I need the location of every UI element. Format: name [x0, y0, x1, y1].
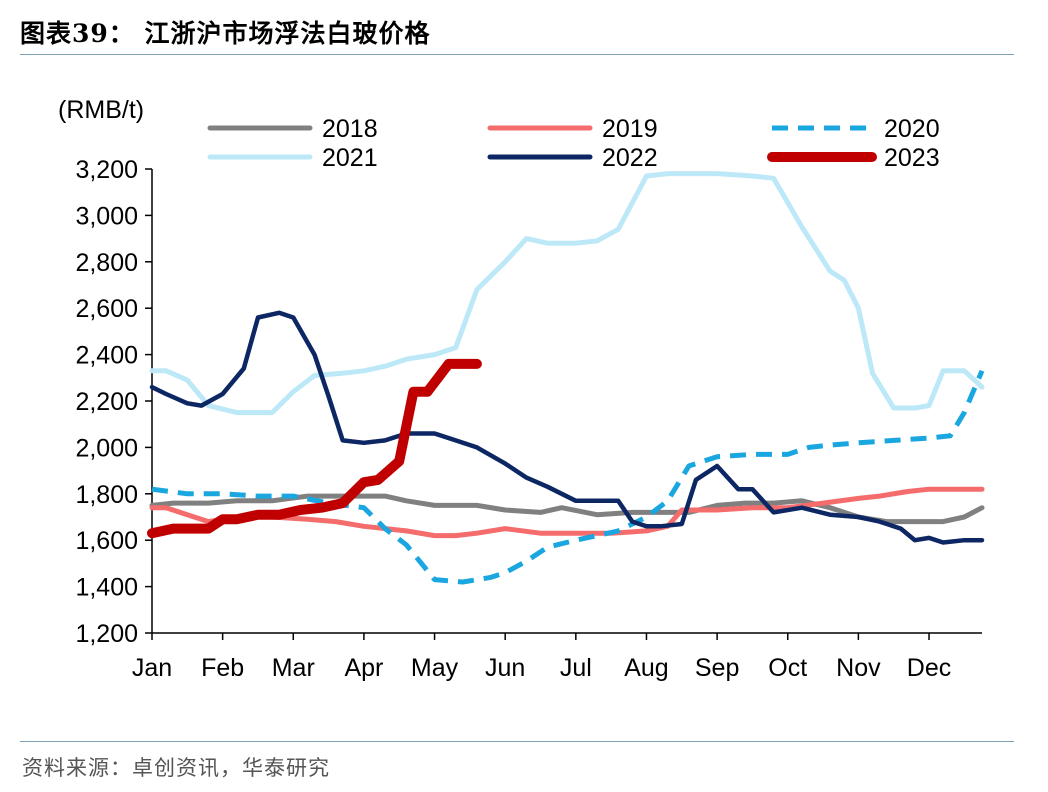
legend-label-2022: 2022	[602, 144, 658, 172]
x-tick-label: Sep	[695, 654, 739, 682]
legend-label-2021: 2021	[322, 144, 378, 172]
x-tick-label: Apr	[344, 654, 383, 682]
y-axis-label: (RMB/t)	[58, 96, 144, 124]
y-tick-label: 1,400	[75, 574, 138, 602]
x-tick-label: Jun	[485, 654, 525, 682]
x-tick-label: Oct	[768, 654, 807, 682]
x-tick-label: May	[411, 654, 459, 682]
x-tick-label: Feb	[201, 654, 244, 682]
x-tick-label: Aug	[624, 654, 668, 682]
y-tick-label: 1,800	[75, 481, 138, 509]
chart-legend: 2018 2019 2020 2021 2022 2023	[207, 115, 940, 172]
legend-label-2019: 2019	[602, 115, 658, 143]
y-tick-label: 2,600	[75, 295, 138, 323]
page-title: 图表39： 江浙沪市场浮法白玻价格	[20, 19, 431, 48]
x-tick-label: Jan	[132, 654, 172, 682]
x-tick-label: Nov	[836, 654, 881, 682]
series-line-2023	[147, 358, 482, 539]
series-line-2021	[149, 171, 985, 416]
legend-label-2020: 2020	[884, 115, 940, 143]
price-line-chart: 1,200 1,400 1,600 1,800 2,000 2,200 2,400 2,600…	[58, 96, 985, 682]
chart-axes: 1,200 1,400 1,600 1,800 2,000 2,200 2,400 2,600…	[75, 156, 982, 682]
y-tick-label: 2,200	[75, 388, 138, 416]
y-tick-label: 2,000	[75, 434, 138, 462]
x-tick-label: Mar	[272, 654, 315, 682]
series-line-2022	[149, 310, 985, 545]
y-tick-label: 2,800	[75, 249, 138, 277]
x-tick-label: Jul	[560, 654, 592, 682]
x-tick-label: Dec	[907, 654, 951, 682]
y-tick-label: 3,200	[75, 156, 138, 184]
y-tick-label: 3,000	[75, 202, 138, 230]
footer-divider	[20, 741, 1014, 742]
y-tick-label: 2,400	[75, 342, 138, 370]
y-tick-label: 1,200	[75, 620, 138, 648]
legend-label-2018: 2018	[322, 115, 378, 143]
y-tick-label: 1,600	[75, 527, 138, 555]
legend-label-2023: 2023	[884, 144, 940, 172]
source-note: 资料来源：卓创资讯，华泰研究	[22, 756, 330, 780]
title-divider	[20, 54, 1014, 55]
series-line-2020	[151, 369, 985, 585]
chart-series	[147, 171, 985, 585]
